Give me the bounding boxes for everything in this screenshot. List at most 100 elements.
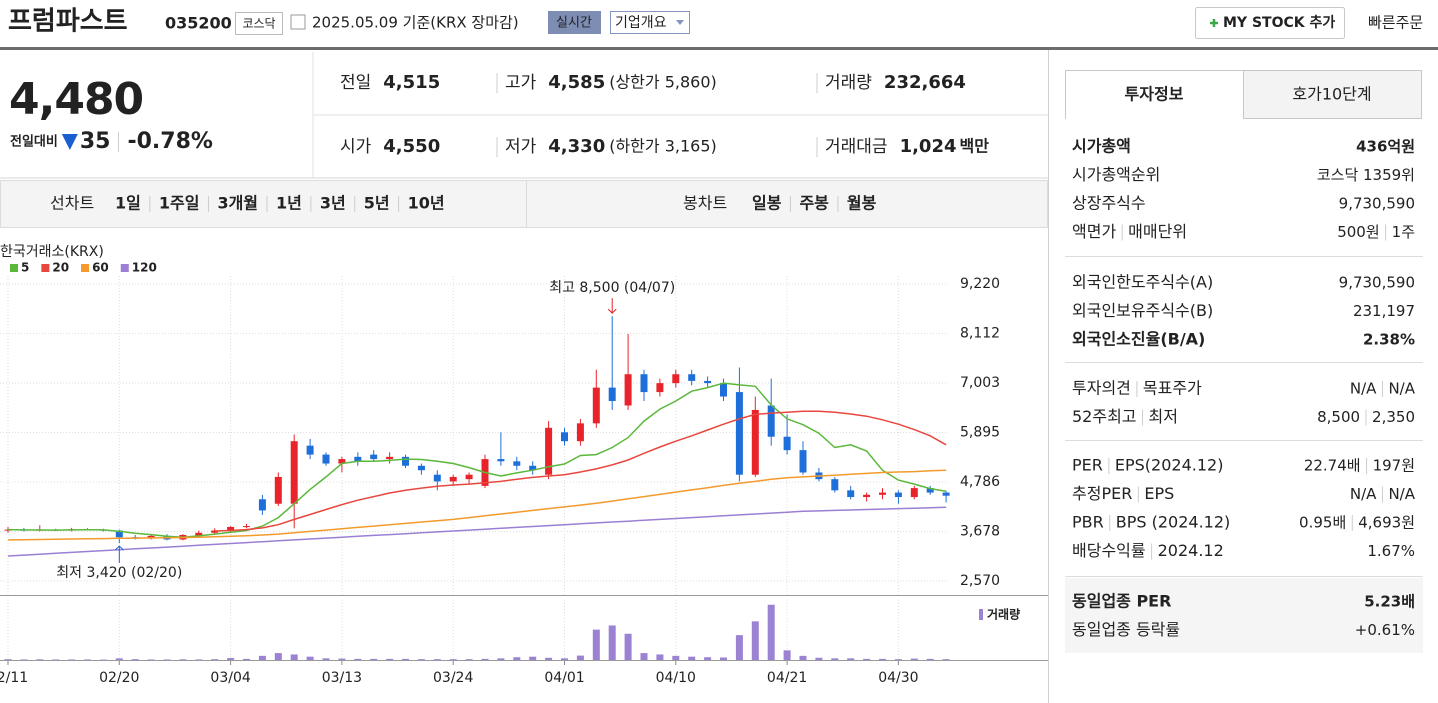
annotation-arrow: [114, 545, 124, 564]
candle-body: [688, 374, 696, 381]
period-button[interactable]: 일봉: [752, 194, 782, 213]
info-value: 2.38%: [1363, 331, 1415, 349]
button[interactable]: [610, 11, 690, 34]
plus-icon: [1210, 19, 1218, 27]
quote-label: 거래대금: [825, 137, 888, 157]
volume-bar: [751, 621, 759, 660]
volume-bar: [449, 659, 457, 660]
volume-bar: [36, 659, 44, 660]
badge: [235, 12, 283, 35]
quote-label: 거래량: [825, 73, 872, 93]
period-bar: [0, 180, 1048, 228]
period-button[interactable]: 5년: [364, 194, 390, 213]
volume-bar: [68, 659, 76, 660]
legend-swatch: [81, 264, 90, 272]
volume-bar: [354, 658, 362, 660]
volume-bar: [163, 659, 171, 660]
info-label: 추정PER: [1072, 484, 1132, 503]
volume-bar: [656, 654, 664, 660]
info-value: N/A: [1388, 485, 1415, 503]
button[interactable]: [1195, 7, 1345, 39]
quote-value: 4,515: [383, 72, 440, 93]
volume-bar: [720, 657, 727, 660]
period-button[interactable]: 1년: [276, 194, 302, 213]
overview-button[interactable]: 기업개요: [615, 15, 667, 31]
candle-body: [926, 488, 934, 493]
sector-box: [1065, 578, 1423, 653]
volume-bar: [608, 625, 616, 660]
candle-body: [767, 405, 775, 437]
tab-label[interactable]: 투자정보: [1125, 85, 1184, 104]
info-value: 1.67%: [1367, 542, 1415, 560]
candle-body: [417, 465, 425, 471]
info-label: 상장주식수: [1072, 194, 1146, 213]
period-button[interactable]: 1주일: [159, 194, 200, 213]
tab[interactable]: [1065, 70, 1244, 119]
quote-label: 시가: [340, 137, 372, 157]
volume-bar: [417, 659, 425, 660]
candle-body: [910, 488, 918, 498]
legend-label: 5: [21, 261, 29, 275]
quote-value: 232,664: [884, 72, 966, 93]
x-tick-label: 04/21: [767, 670, 807, 686]
stock-name: 프럼파스트: [8, 7, 128, 37]
moving-average: [214, 410, 947, 532]
info-value: 9,730,590: [1339, 195, 1415, 213]
quote-value: 4,550: [383, 136, 440, 157]
volume-bar: [370, 658, 378, 660]
candle-body: [322, 454, 330, 464]
tab[interactable]: [1243, 70, 1422, 119]
y-tick-label: 7,003: [960, 375, 1000, 391]
period-button[interactable]: 월봉: [847, 194, 877, 213]
volume-bar: [258, 655, 266, 660]
x-tick-label: 03/24: [433, 670, 473, 686]
volume-bar: [529, 656, 537, 660]
info-label: BPS (2024.12): [1116, 513, 1231, 532]
info-label: 시가총액: [1072, 137, 1131, 156]
candle-body: [561, 432, 568, 442]
candle-body: [942, 492, 950, 496]
candle-body: [306, 445, 314, 455]
volume-bar: [672, 655, 680, 660]
volume-bar: [147, 659, 155, 660]
info-value: 5.23배: [1364, 593, 1415, 611]
candle-body: [656, 383, 664, 393]
volume-bar: [290, 654, 298, 660]
candle-body: [624, 374, 632, 406]
volume-bar: [179, 659, 187, 660]
volume-bar: [926, 658, 934, 660]
info-label: 동일업종 등락률: [1072, 620, 1180, 639]
info-label: EPS(2024.12): [1115, 456, 1224, 475]
info-value: 231,197: [1353, 302, 1415, 320]
info-label: PBR: [1072, 513, 1104, 532]
info-label: 배당수익률: [1072, 541, 1146, 560]
candle-body: [783, 436, 791, 451]
period-button[interactable]: 3개월: [217, 194, 258, 213]
volume-bar: [879, 658, 886, 660]
info-value: 코스닥 1359위: [1317, 166, 1415, 184]
volume-bar: [481, 658, 489, 660]
volume-bar: [942, 659, 950, 660]
volume-bar: [243, 658, 250, 660]
quick-order[interactable]: 빠른주문: [1368, 14, 1423, 32]
info-label: 동일업종 PER: [1072, 592, 1171, 611]
period-button[interactable]: 주봉: [799, 194, 829, 213]
x-tick-label: 03/04: [210, 670, 250, 686]
candle-body: [195, 532, 203, 536]
tab-label[interactable]: 호가10단계: [1292, 85, 1371, 104]
change: 35: [80, 129, 111, 154]
info-value: N/A: [1388, 380, 1415, 398]
info-label: 52주최고: [1072, 407, 1137, 426]
candle-body: [433, 474, 441, 482]
date: 2025.05.09 기준(KRX 장마감): [312, 14, 519, 32]
period-button[interactable]: 1일: [115, 194, 141, 213]
volume-bar: [688, 656, 696, 660]
quote-unit: 백만: [960, 137, 990, 156]
candle-body: [338, 459, 346, 464]
legend-label: 120: [132, 261, 157, 275]
period-button[interactable]: 3년: [320, 194, 346, 213]
mystock-button[interactable]: MY STOCK 추가: [1223, 15, 1335, 31]
volume-bar: [20, 659, 28, 660]
period-button[interactable]: 10년: [408, 194, 445, 213]
info-value: N/A: [1350, 485, 1377, 503]
